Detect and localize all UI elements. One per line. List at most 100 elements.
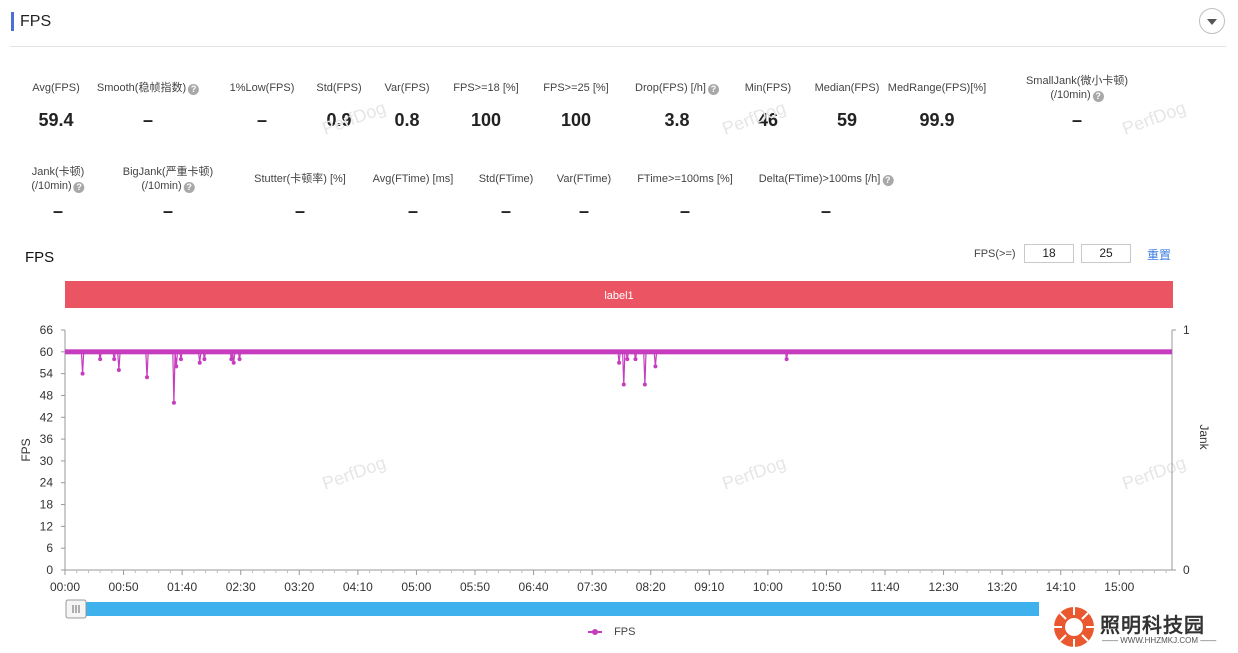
metric-value: 0.8 xyxy=(394,110,420,130)
metric-label: SmallJank(微小卡顿) (/10min)? xyxy=(1026,74,1128,102)
fps-threshold-input-2[interactable] xyxy=(1081,244,1131,263)
metric-label: Smooth(稳帧指数)? xyxy=(97,81,200,95)
fps-data-point xyxy=(80,371,85,376)
chart-legend[interactable]: FPS xyxy=(588,626,635,638)
perfdog-watermark: PerfDog xyxy=(320,452,389,493)
perfdog-watermark: PerfDog xyxy=(1120,97,1189,138)
fps-data-point xyxy=(197,360,202,365)
y-tick-label: 60 xyxy=(40,345,54,359)
y-tick-label: 12 xyxy=(40,519,54,533)
metric-label: Drop(FPS) [/h]? xyxy=(635,81,719,95)
metric-label: Var(FPS) xyxy=(384,81,429,95)
chart-title: FPS xyxy=(25,249,55,266)
help-icon[interactable]: ? xyxy=(188,84,200,95)
legend-marker-icon xyxy=(588,629,602,636)
metric-label: FTime>=100ms [%] xyxy=(637,172,733,186)
metric-label: Stutter(卡顿率) [%] xyxy=(254,172,346,186)
x-tick-label: 11:40 xyxy=(870,580,899,594)
help-icon[interactable]: ? xyxy=(707,84,719,95)
metric-label-unit: (/10min) xyxy=(1050,89,1091,101)
metric-label-text: BigJank(严重卡顿) xyxy=(122,166,214,178)
metric-value: 99.9 xyxy=(919,110,955,130)
x-tick-label: 08:20 xyxy=(636,580,666,594)
fps-data-point xyxy=(98,357,103,362)
metric-label: Std(FPS) xyxy=(316,81,361,95)
metric-label: FPS>=25 [%] xyxy=(543,81,608,95)
y-tick-label: 42 xyxy=(40,410,54,424)
metric-value: 100 xyxy=(470,110,502,130)
x-tick-label: 02:30 xyxy=(226,580,256,594)
perfdog-watermark: PerfDog xyxy=(720,452,789,493)
fps-data-point xyxy=(625,357,630,362)
x-tick-label: 00:00 xyxy=(50,580,80,594)
fps-series-baseline-markers xyxy=(65,349,1172,355)
label-band-text: label1 xyxy=(604,290,633,302)
perfdog-watermark: PerfDog xyxy=(720,97,789,138)
metric-value: 0.9 xyxy=(326,110,352,130)
metric-label-text: Avg(FTime) [ms] xyxy=(372,173,454,185)
metric-value: – xyxy=(500,201,512,221)
x-tick-label: 06:40 xyxy=(519,580,549,594)
x-tick-label: 15:00 xyxy=(1104,580,1134,594)
header-divider xyxy=(10,46,1226,47)
help-icon[interactable]: ? xyxy=(882,175,894,186)
metric-label-text: Min(FPS) xyxy=(744,82,792,94)
y-axis-label: FPS xyxy=(19,438,33,461)
legend-label: FPS xyxy=(614,626,636,638)
metric-label-text: Jank(卡顿) xyxy=(31,166,85,178)
metric-label-text: Delta(FTime)>100ms [/h] xyxy=(758,173,881,185)
metric-label-unit: (/10min) xyxy=(31,180,72,192)
x-tick-label: 00:50 xyxy=(109,580,139,594)
metric-value: 100 xyxy=(560,110,592,130)
brand-url: —— WWW.HHZMKJ.COM —— xyxy=(1102,636,1217,645)
metric-label: FPS>=18 [%] xyxy=(453,81,518,95)
collapse-toggle-icon[interactable] xyxy=(1199,8,1225,34)
x-tick-label: 10:00 xyxy=(753,580,783,594)
metric-label: MedRange(FPS)[%] xyxy=(888,81,986,95)
fps-data-point xyxy=(178,357,183,362)
x-tick-label: 07:30 xyxy=(577,580,607,594)
x-tick-label: 01:40 xyxy=(167,580,197,594)
metric-value: – xyxy=(578,201,590,221)
metric-label-text: Var(FPS) xyxy=(384,82,430,94)
fps-data-point xyxy=(633,357,638,362)
y-tick-label: 18 xyxy=(40,498,54,512)
fps-data-point xyxy=(642,382,647,387)
metric-label: Delta(FTime)>100ms [/h]? xyxy=(759,172,894,186)
metric-label-unit: (/10min) xyxy=(141,180,182,192)
y-tick-label: 48 xyxy=(40,388,54,402)
metric-label: Var(FTime) xyxy=(557,172,611,186)
fps-data-point xyxy=(174,364,179,369)
metric-value: – xyxy=(162,201,174,221)
metric-label-text: Avg(FPS) xyxy=(32,82,80,94)
help-icon[interactable]: ? xyxy=(183,182,195,193)
fps-data-point xyxy=(171,400,176,405)
metric-value: – xyxy=(256,110,268,130)
threshold-label: FPS(>=) xyxy=(974,248,1016,260)
metric-label: Avg(FTime) [ms] xyxy=(373,172,454,186)
help-icon[interactable]: ? xyxy=(1092,91,1104,102)
fps-data-point xyxy=(231,360,236,365)
reset-button[interactable]: 重置 xyxy=(1147,248,1172,262)
fps-threshold-input-1[interactable] xyxy=(1024,244,1074,263)
header-accent-bar xyxy=(11,12,14,31)
time-range-slider-track[interactable] xyxy=(77,602,1039,616)
fps-data-point xyxy=(653,364,658,369)
perfdog-watermark: PerfDog xyxy=(1120,452,1189,493)
metric-value: – xyxy=(679,201,691,221)
x-tick-label: 05:50 xyxy=(460,580,490,594)
metric-label-text: Std(FPS) xyxy=(316,82,362,94)
y-tick-label: 24 xyxy=(40,476,54,490)
metric-label-text: Stutter(卡顿率) [%] xyxy=(254,173,346,185)
metric-label-text: MedRange(FPS)[%] xyxy=(887,82,987,94)
help-icon[interactable]: ? xyxy=(73,182,85,193)
y-tick-label: 6 xyxy=(46,541,53,555)
y2-tick-label: 0 xyxy=(1183,563,1190,577)
fps-data-point xyxy=(621,382,626,387)
metric-label-text: Median(FPS) xyxy=(814,82,880,94)
metric-value: – xyxy=(1071,110,1083,130)
metric-label: Avg(FPS) xyxy=(32,81,79,95)
x-tick-label: 10:50 xyxy=(811,580,841,594)
brand-watermark: 照明科技园 —— WWW.HHZMKJ.COM —— xyxy=(1052,603,1232,651)
